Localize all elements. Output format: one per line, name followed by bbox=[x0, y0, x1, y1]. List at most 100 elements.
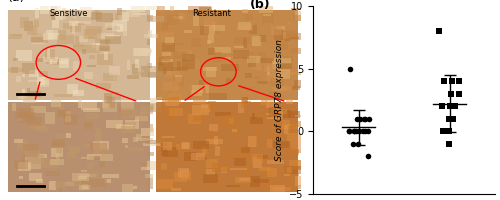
Bar bbox=[242, 97, 248, 103]
Bar bbox=[145, 140, 162, 144]
Bar bbox=[215, 112, 231, 116]
Bar bbox=[288, 70, 294, 73]
Bar bbox=[148, 30, 152, 37]
Bar bbox=[148, 103, 161, 112]
Bar bbox=[36, 179, 43, 183]
Bar bbox=[156, 10, 298, 100]
Bar bbox=[22, 89, 26, 99]
Bar bbox=[27, 155, 44, 164]
Bar bbox=[212, 163, 227, 172]
Bar bbox=[46, 49, 55, 59]
Bar bbox=[81, 102, 97, 110]
Bar bbox=[102, 98, 110, 108]
Bar bbox=[132, 186, 137, 189]
Bar bbox=[294, 15, 309, 21]
Bar bbox=[248, 136, 256, 147]
Bar bbox=[182, 60, 194, 69]
Point bbox=[451, 105, 459, 108]
Bar bbox=[52, 100, 60, 107]
Bar bbox=[231, 54, 236, 56]
Bar bbox=[214, 129, 217, 132]
Bar bbox=[161, 143, 169, 146]
Bar bbox=[184, 152, 196, 161]
Bar bbox=[55, 182, 65, 188]
Bar bbox=[207, 40, 211, 44]
Bar bbox=[212, 163, 216, 168]
Bar bbox=[210, 21, 217, 27]
Bar bbox=[254, 157, 262, 168]
Bar bbox=[139, 112, 148, 122]
Bar bbox=[144, 143, 161, 146]
Bar bbox=[86, 162, 94, 169]
Bar bbox=[288, 167, 292, 173]
Bar bbox=[54, 59, 62, 65]
Bar bbox=[132, 13, 146, 15]
Bar bbox=[73, 44, 85, 47]
Bar bbox=[106, 35, 120, 37]
Bar bbox=[172, 67, 188, 71]
Bar bbox=[259, 35, 266, 42]
Point bbox=[435, 29, 443, 33]
Bar bbox=[203, 88, 206, 94]
Bar bbox=[18, 162, 30, 171]
Bar bbox=[45, 171, 60, 176]
Bar bbox=[243, 38, 247, 48]
Bar bbox=[242, 147, 250, 153]
Bar bbox=[247, 56, 260, 63]
Bar bbox=[109, 66, 120, 75]
Bar bbox=[214, 47, 232, 53]
Bar bbox=[202, 67, 218, 71]
Bar bbox=[28, 80, 40, 82]
Bar bbox=[94, 148, 110, 154]
Bar bbox=[264, 170, 273, 176]
Bar bbox=[241, 98, 248, 108]
Bar bbox=[106, 96, 120, 104]
Bar bbox=[270, 26, 282, 35]
Bar bbox=[258, 113, 266, 118]
Bar bbox=[148, 161, 156, 170]
Bar bbox=[234, 158, 246, 166]
Bar bbox=[16, 50, 32, 61]
Bar bbox=[280, 31, 297, 40]
Point bbox=[456, 80, 464, 83]
Bar bbox=[192, 15, 198, 26]
Bar bbox=[250, 176, 260, 187]
Bar bbox=[78, 99, 82, 108]
Bar bbox=[134, 48, 150, 56]
Bar bbox=[176, 144, 180, 150]
Bar bbox=[182, 53, 186, 61]
Bar bbox=[50, 4, 56, 10]
Bar bbox=[110, 18, 114, 22]
Bar bbox=[172, 188, 181, 191]
Bar bbox=[30, 33, 48, 43]
Bar bbox=[89, 55, 96, 59]
Bar bbox=[158, 179, 174, 189]
Bar bbox=[198, 157, 207, 160]
Bar bbox=[160, 57, 164, 66]
Bar bbox=[74, 90, 84, 96]
Bar bbox=[104, 23, 115, 28]
Bar bbox=[132, 64, 138, 74]
Bar bbox=[8, 102, 150, 192]
Bar bbox=[18, 118, 24, 121]
Bar bbox=[86, 142, 90, 144]
Bar bbox=[242, 52, 254, 55]
Bar bbox=[290, 121, 306, 127]
Bar bbox=[220, 10, 230, 16]
Bar bbox=[272, 87, 287, 91]
Bar bbox=[18, 95, 26, 99]
Bar bbox=[162, 59, 172, 63]
Bar bbox=[279, 86, 291, 91]
Bar bbox=[84, 122, 93, 129]
Bar bbox=[149, 104, 154, 110]
Bar bbox=[238, 22, 252, 30]
Bar bbox=[213, 25, 225, 31]
Bar bbox=[192, 90, 202, 96]
Bar bbox=[221, 167, 227, 173]
Bar bbox=[162, 97, 179, 104]
Bar bbox=[241, 87, 253, 89]
Bar bbox=[43, 57, 58, 62]
Bar bbox=[193, 141, 210, 149]
Point bbox=[446, 105, 454, 108]
Bar bbox=[104, 93, 112, 103]
